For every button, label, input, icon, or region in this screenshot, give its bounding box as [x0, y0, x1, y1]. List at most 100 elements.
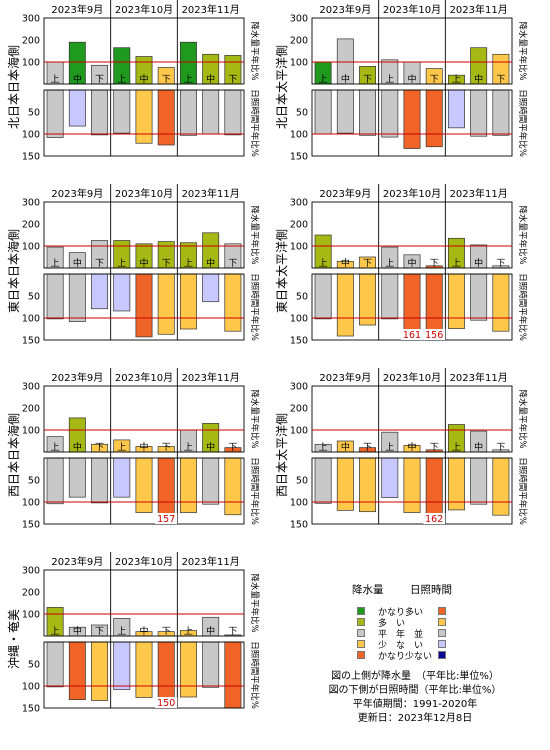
precip-tick-label: 300 [290, 198, 308, 209]
month-header: 2023年10月 [115, 555, 173, 568]
sun-bar [224, 273, 242, 332]
note-precip: 図の上側が降水量 （平年比:単位%） [331, 671, 499, 682]
precip-tick-label: 100 [22, 58, 40, 69]
sun-bar [179, 89, 197, 136]
decade-label: 上 [319, 258, 328, 269]
sun-bar [359, 273, 377, 326]
decade-label: 上 [319, 442, 328, 453]
decade-label: 中 [474, 257, 483, 269]
decade-label: 下 [162, 627, 171, 637]
decade-label: 中 [206, 73, 215, 85]
decade-label: 上 [452, 74, 461, 85]
precip-tick-label: 300 [22, 14, 40, 25]
sun-value-label: 150 [157, 698, 175, 709]
month-header: 2023年11月 [450, 3, 508, 16]
note-sun: 図の下側が日照時間（平年比:単位%） [328, 685, 502, 696]
month-header: 2023年10月 [115, 3, 173, 16]
sun-bar [381, 273, 399, 320]
sun-bar [135, 89, 153, 144]
legend-precip-swatch [357, 629, 365, 637]
legend-precip-swatch [357, 618, 365, 626]
decade-label: 上 [452, 258, 461, 269]
sun-tick-label: 150 [22, 336, 40, 347]
decade-label: 下 [363, 259, 372, 269]
decade-label: 中 [206, 257, 215, 269]
legend-precip-swatch [357, 651, 365, 659]
legend-precip-swatch [357, 607, 365, 615]
sun-bar [403, 457, 421, 513]
precip-axis-label: 降水量平年比% [249, 205, 260, 264]
decade-label: 下 [496, 259, 505, 269]
decade-label: 下 [162, 443, 171, 453]
precip-plot-frame [43, 385, 245, 453]
notes: 図の上側が降水量 （平年比:単位%） 図の下側が日照時間（平年比:単位%） 平年… [300, 670, 530, 726]
precip-tick-label: 100 [290, 242, 308, 253]
decade-label: 下 [95, 259, 104, 269]
decade-label: 上 [51, 626, 60, 637]
sun-bar [224, 89, 242, 136]
note-normal-period: 平年値期間：1991-2020年 [352, 699, 478, 710]
precip-tick-label: 200 [22, 588, 40, 599]
precip-tick-label: 200 [22, 36, 40, 47]
sun-bar [447, 273, 465, 329]
month-header: 2023年10月 [115, 371, 173, 384]
sun-bar [359, 457, 377, 513]
decade-label: 上 [117, 74, 126, 85]
sun-bar [68, 273, 86, 322]
sun-tick-label: 150 [22, 152, 40, 163]
sun-tick-label: 100 [22, 314, 40, 325]
region-label: 西日本太平洋側 [274, 413, 289, 497]
sun-bar [113, 641, 131, 690]
decade-label: 中 [407, 73, 416, 85]
sun-bar [68, 641, 86, 700]
precip-plot-frame [311, 17, 513, 85]
sun-bar [470, 273, 488, 321]
sun-plot-frame [43, 89, 245, 157]
month-header: 2023年10月 [383, 3, 441, 16]
region-panel: 2023年9月 2023年10月 2023年11月 300 200 100 50 100 150… [6, 0, 260, 163]
decade-label: 上 [117, 626, 126, 637]
decade-label: 上 [184, 442, 193, 453]
sun-bar [336, 273, 354, 337]
legend-label: 少 な い [378, 641, 424, 651]
value-label-bg [155, 513, 178, 524]
sun-bar [46, 89, 64, 138]
decade-label: 下 [496, 75, 505, 85]
region-panel: 2023年9月 2023年10月 2023年11月 300 200 100 50 100 150… [274, 368, 528, 531]
precip-axis-label: 降水量平年比% [249, 573, 260, 632]
sun-tick-label: 50 [296, 476, 308, 487]
decade-label: 下 [430, 443, 439, 453]
sun-bar [403, 89, 421, 149]
decade-label: 中 [73, 441, 82, 453]
precip-axis-label: 降水量平年比% [517, 21, 528, 80]
sun-bar [202, 457, 220, 505]
region-label: 東日本太平洋側 [274, 229, 289, 313]
decade-label: 上 [385, 74, 394, 85]
decade-label: 中 [474, 73, 483, 85]
precip-tick-label: 200 [22, 404, 40, 415]
sun-bar [202, 641, 220, 688]
month-header: 2023年10月 [115, 187, 173, 200]
precip-tick-label: 300 [22, 382, 40, 393]
month-header: 2023年11月 [182, 555, 240, 568]
precip-axis-label: 降水量平年比% [249, 389, 260, 448]
sun-bar [492, 89, 510, 136]
precip-tick-label: 100 [22, 610, 40, 621]
sun-tick-label: 50 [28, 108, 40, 119]
legend-precip-swatch [357, 640, 365, 648]
decade-label: 上 [51, 258, 60, 269]
sun-bar [470, 89, 488, 137]
sun-bar [492, 457, 510, 516]
precip-tick-label: 200 [290, 404, 308, 415]
decade-label: 下 [363, 443, 372, 453]
sun-tick-label: 150 [290, 336, 308, 347]
region-label: 北日本太平洋側 [274, 45, 289, 129]
sun-bar [359, 89, 377, 136]
month-header: 2023年11月 [450, 187, 508, 200]
month-header: 2023年10月 [383, 371, 441, 384]
sun-bar [314, 457, 332, 504]
region-label: 西日本日本海側 [6, 413, 21, 497]
month-header: 2023年9月 [319, 187, 371, 200]
sun-tick-label: 150 [290, 520, 308, 531]
